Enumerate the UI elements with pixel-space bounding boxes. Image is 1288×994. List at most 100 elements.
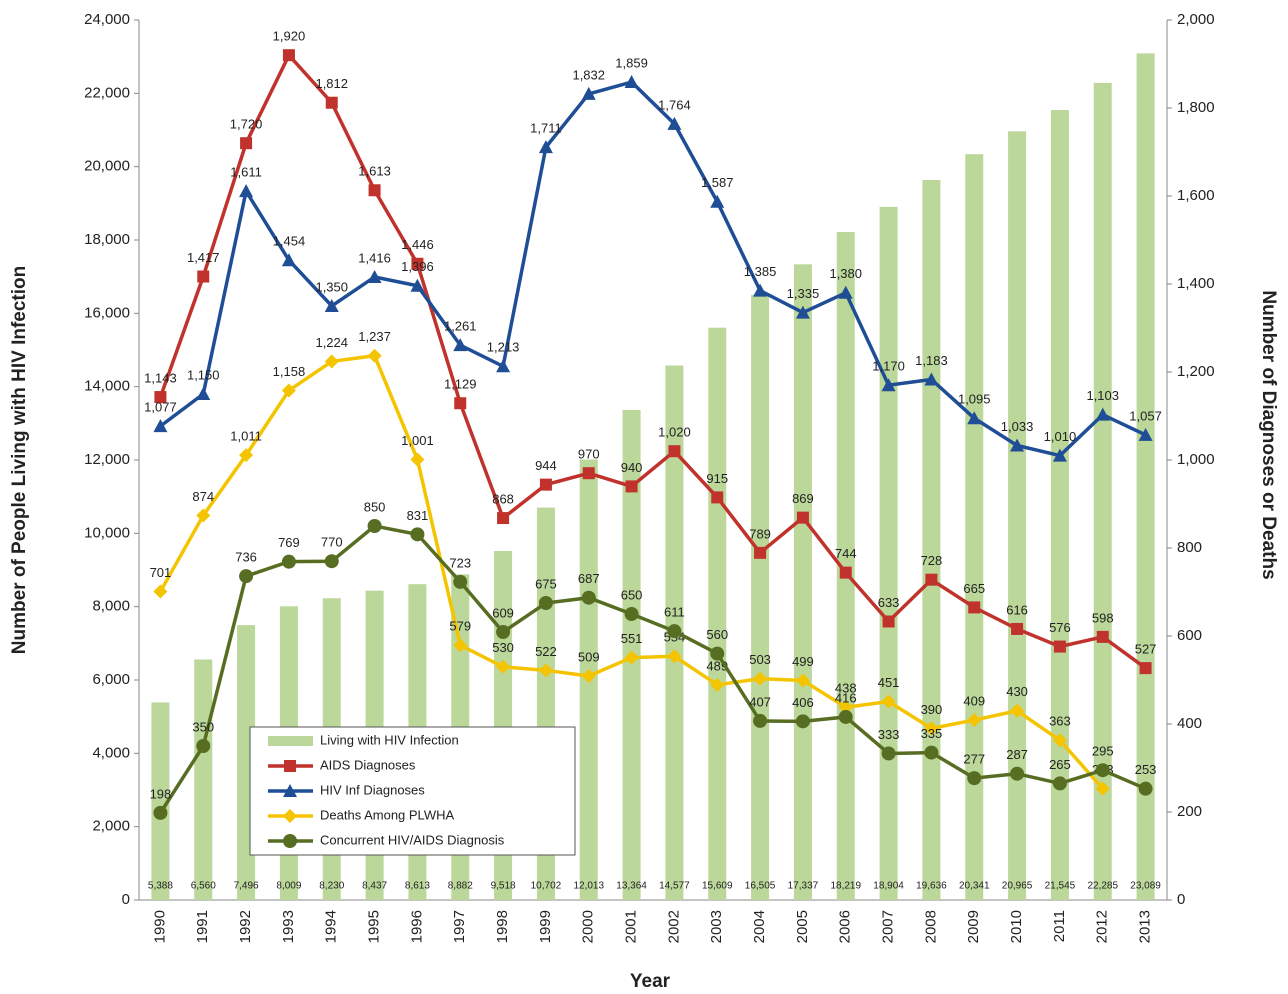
marker: [538, 140, 553, 154]
data-label: 944: [535, 458, 557, 473]
marker: [1052, 448, 1067, 462]
data-label: 728: [921, 553, 943, 568]
x-tick-label: 2005: [794, 910, 811, 943]
marker: [282, 49, 295, 62]
data-label: 503: [749, 652, 771, 667]
data-label: 430: [1006, 684, 1028, 699]
x-tick-label: 2010: [1008, 910, 1025, 943]
data-label: 940: [621, 460, 643, 475]
data-label: 1,170: [872, 359, 905, 374]
marker: [367, 348, 382, 363]
data-label: 416: [835, 690, 857, 705]
marker: [325, 96, 338, 109]
marker: [967, 771, 982, 786]
y-tick-label: 10,000: [84, 524, 130, 541]
data-label: 287: [1006, 747, 1028, 762]
marker: [711, 491, 724, 504]
data-label: 1,711: [530, 121, 562, 136]
marker: [283, 784, 297, 797]
data-label: 1,350: [315, 279, 348, 294]
y2-tick-label: 800: [1177, 539, 1202, 556]
bar-value-label: 18,219: [830, 881, 861, 892]
data-label: 633: [878, 595, 900, 610]
marker: [625, 480, 638, 493]
data-label: 1,396: [401, 259, 434, 274]
data-label: 1,446: [401, 237, 434, 252]
y2-tick-label: 1,600: [1177, 187, 1215, 204]
legend-label: HIV Inf Diagnoses: [320, 782, 425, 797]
data-label: 1,454: [273, 234, 306, 249]
bar-value-label: 19,636: [916, 881, 947, 892]
marker: [411, 257, 424, 270]
marker: [496, 625, 511, 640]
data-label: 744: [835, 546, 857, 561]
bar-value-label: 18,904: [873, 881, 904, 892]
marker: [667, 116, 682, 130]
marker: [582, 467, 595, 480]
marker: [1138, 781, 1153, 796]
data-label: 1,001: [401, 433, 434, 448]
y-tick-label: 6,000: [92, 671, 130, 688]
data-label: 1,224: [315, 335, 348, 350]
x-tick-label: 2003: [708, 910, 725, 943]
marker: [1010, 766, 1025, 781]
marker: [754, 546, 767, 559]
marker: [239, 569, 254, 584]
y-tick-label: 8,000: [92, 598, 130, 615]
marker: [795, 673, 810, 688]
bar: [194, 659, 213, 900]
marker: [753, 671, 768, 686]
bar: [922, 180, 941, 901]
marker: [281, 253, 296, 267]
data-label: 350: [192, 719, 214, 734]
marker: [410, 452, 425, 467]
marker: [667, 649, 682, 664]
data-label: 1,237: [358, 329, 391, 344]
y-tick-label: 16,000: [84, 304, 130, 321]
bar-value-label: 16,505: [745, 881, 776, 892]
bar-value-label: 22,285: [1087, 881, 1118, 892]
marker: [324, 354, 339, 369]
data-label: 609: [492, 605, 514, 620]
marker: [839, 566, 852, 579]
data-label: 650: [621, 587, 643, 602]
marker: [924, 721, 939, 736]
data-label: 1,335: [787, 286, 820, 301]
data-label: 1,416: [358, 250, 391, 265]
marker: [538, 663, 553, 678]
marker: [153, 584, 168, 599]
bar: [751, 294, 770, 901]
data-label: 1,010: [1044, 429, 1077, 444]
y-tick-label: 14,000: [84, 378, 130, 395]
marker: [624, 75, 639, 89]
data-label: 970: [578, 447, 600, 462]
marker: [795, 714, 810, 729]
y-axis-title: Number of People Living with HIV Infecti…: [9, 266, 30, 654]
marker: [453, 638, 468, 653]
data-label: 701: [150, 565, 172, 580]
y-tick-label: 0: [122, 891, 130, 908]
data-label: 1,859: [615, 55, 648, 70]
marker: [197, 270, 210, 283]
marker: [967, 713, 982, 728]
data-label: 1,057: [1129, 408, 1162, 423]
marker: [796, 511, 809, 524]
x-tick-label: 2001: [623, 910, 640, 943]
marker: [539, 478, 552, 491]
x-tick-label: 2002: [665, 910, 682, 943]
bar: [1008, 131, 1027, 901]
marker: [239, 448, 254, 463]
data-label: 1,587: [701, 175, 734, 190]
data-label: 1,417: [187, 250, 220, 265]
data-label: 295: [1092, 744, 1114, 759]
marker: [795, 305, 810, 319]
marker: [453, 574, 468, 589]
bar-value-label: 20,965: [1002, 881, 1033, 892]
bar-value-label: 8,230: [319, 881, 344, 892]
marker: [925, 573, 938, 586]
y-tick-label: 20,000: [84, 158, 130, 175]
marker: [324, 554, 339, 569]
marker: [1052, 776, 1067, 791]
x-tick-label: 1996: [408, 910, 425, 943]
